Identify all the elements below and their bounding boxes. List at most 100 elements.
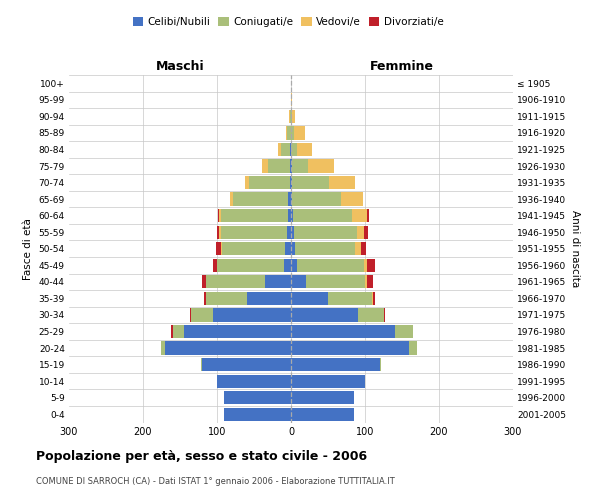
Bar	[291, 258, 297, 272]
Bar	[224, 391, 291, 404]
Bar	[291, 126, 305, 140]
Bar	[291, 358, 381, 371]
Bar	[230, 192, 291, 205]
Bar	[291, 176, 292, 189]
Bar	[161, 342, 291, 354]
Bar	[291, 374, 365, 388]
Bar	[291, 176, 355, 189]
Bar	[214, 308, 291, 322]
Bar	[291, 226, 357, 239]
Bar	[290, 143, 291, 156]
Bar	[224, 391, 291, 404]
Bar	[184, 325, 291, 338]
Bar	[291, 242, 295, 256]
Bar	[291, 93, 292, 106]
Bar	[291, 160, 292, 172]
Bar	[285, 242, 291, 256]
Bar	[291, 408, 354, 421]
Bar	[214, 258, 291, 272]
Text: Popolazione per età, sesso e stato civile - 2006: Popolazione per età, sesso e stato civil…	[36, 450, 367, 463]
Bar	[291, 209, 352, 222]
Bar	[291, 292, 328, 305]
Bar	[265, 275, 291, 288]
Bar	[291, 209, 369, 222]
Text: Maschi: Maschi	[155, 60, 205, 74]
Bar	[290, 160, 291, 172]
Bar	[206, 275, 291, 288]
Bar	[247, 292, 291, 305]
Bar	[217, 258, 291, 272]
Bar	[291, 342, 417, 354]
Bar	[217, 374, 291, 388]
Bar	[291, 342, 417, 354]
Bar	[291, 391, 354, 404]
Bar	[291, 110, 295, 123]
Bar	[291, 160, 308, 172]
Bar	[291, 325, 413, 338]
Bar	[287, 226, 291, 239]
Bar	[291, 209, 367, 222]
Bar	[217, 374, 291, 388]
Bar	[224, 391, 291, 404]
Bar	[291, 325, 395, 338]
Bar	[291, 408, 354, 421]
Bar	[291, 391, 354, 404]
Bar	[191, 308, 291, 322]
Bar	[224, 408, 291, 421]
Bar	[165, 342, 291, 354]
Bar	[291, 226, 368, 239]
Bar	[291, 391, 354, 404]
Bar	[291, 160, 334, 172]
Bar	[230, 192, 291, 205]
Bar	[291, 342, 409, 354]
Bar	[278, 143, 291, 156]
Bar	[291, 308, 383, 322]
Bar	[291, 126, 305, 140]
Bar	[290, 110, 291, 123]
Bar	[291, 308, 383, 322]
Bar	[291, 126, 294, 140]
Bar	[221, 242, 291, 256]
Legend: Celibi/Nubili, Coniugati/e, Vedovi/e, Divorziati/e: Celibi/Nubili, Coniugati/e, Vedovi/e, Di…	[128, 12, 448, 32]
Bar	[206, 292, 291, 305]
Bar	[278, 143, 291, 156]
Bar	[291, 226, 364, 239]
Bar	[219, 209, 291, 222]
Bar	[206, 275, 291, 288]
Bar	[291, 143, 312, 156]
Bar	[286, 126, 291, 140]
Bar	[286, 126, 291, 140]
Bar	[289, 110, 291, 123]
Bar	[291, 192, 341, 205]
Bar	[202, 358, 291, 371]
Bar	[290, 176, 291, 189]
Bar	[291, 358, 380, 371]
Bar	[217, 226, 291, 239]
Bar	[262, 160, 291, 172]
Bar	[224, 391, 291, 404]
Bar	[173, 325, 291, 338]
Bar	[291, 325, 413, 338]
Bar	[291, 342, 417, 354]
Bar	[171, 325, 291, 338]
Bar	[291, 143, 312, 156]
Bar	[161, 342, 291, 354]
Bar	[291, 374, 365, 388]
Bar	[224, 408, 291, 421]
Bar	[224, 408, 291, 421]
Y-axis label: Anni di nascita: Anni di nascita	[571, 210, 580, 288]
Bar	[224, 408, 291, 421]
Bar	[202, 358, 291, 371]
Bar	[284, 258, 291, 272]
Bar	[206, 292, 291, 305]
Bar	[291, 308, 385, 322]
Bar	[291, 308, 358, 322]
Bar	[291, 408, 354, 421]
Bar	[291, 408, 354, 421]
Bar	[291, 226, 294, 239]
Bar	[217, 374, 291, 388]
Bar	[268, 160, 291, 172]
Bar	[291, 358, 381, 371]
Bar	[291, 192, 292, 205]
Bar	[291, 110, 292, 123]
